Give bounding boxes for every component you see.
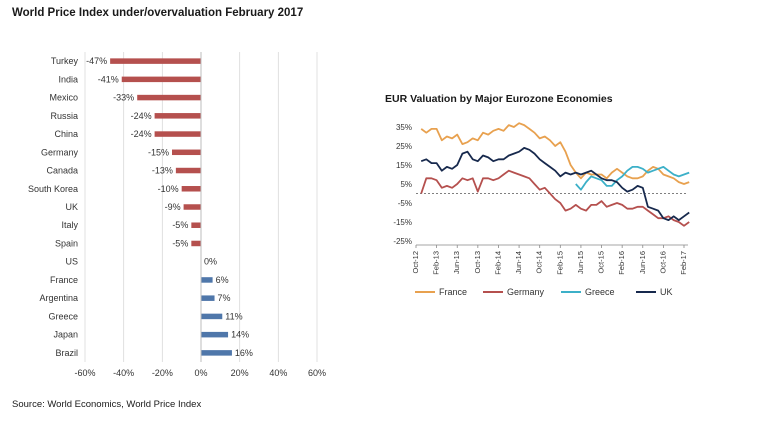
legend-label: Germany <box>507 287 545 297</box>
source-note: Source: World Economics, World Price Ind… <box>12 399 202 410</box>
bar <box>172 149 201 156</box>
data-label: -9% <box>165 202 181 212</box>
bar <box>191 240 201 247</box>
bar <box>201 331 229 338</box>
x-tick-label: Feb-13 <box>432 251 441 275</box>
x-tick-label: Oct-13 <box>473 251 482 274</box>
x-tick-label: Oct-16 <box>658 251 667 274</box>
x-tick-label: Feb-15 <box>555 251 564 275</box>
x-tick-label: -40% <box>113 368 134 378</box>
category-label: India <box>58 74 78 84</box>
x-tick-label: Jun-15 <box>576 251 585 274</box>
data-label: -5% <box>172 238 188 248</box>
bar <box>110 58 201 64</box>
x-tick-label: Jun-16 <box>638 251 647 274</box>
x-tick-label: -20% <box>152 368 173 378</box>
data-label: -10% <box>158 184 179 194</box>
category-label: Russia <box>50 111 78 121</box>
data-label: 14% <box>231 330 249 340</box>
x-tick-label: 0% <box>194 368 207 378</box>
category-label: UK <box>65 202 78 212</box>
chart-title: World Price Index under/overvaluation Fe… <box>12 7 304 19</box>
bar <box>201 350 232 356</box>
bar <box>121 76 201 83</box>
bar <box>201 295 215 301</box>
category-label: Greece <box>48 311 78 321</box>
category-label: South Korea <box>28 184 78 194</box>
x-tick-label: Oct-15 <box>597 251 606 274</box>
x-tick-label: Jun-14 <box>514 251 523 274</box>
data-label: 16% <box>235 348 253 358</box>
category-label: Italy <box>61 220 78 230</box>
bar <box>191 222 201 228</box>
series-line-germany <box>420 169 690 227</box>
bar <box>183 204 201 210</box>
data-label: -33% <box>113 93 134 103</box>
category-label: US <box>65 257 78 267</box>
category-label: China <box>54 129 78 139</box>
category-label: Germany <box>41 147 79 157</box>
y-tick-label: -25% <box>393 237 412 246</box>
category-label: Spain <box>55 238 78 248</box>
x-tick-label: Oct-14 <box>535 251 544 274</box>
category-label: Japan <box>53 330 78 340</box>
category-label: Mexico <box>49 93 78 103</box>
bar-chart: -60% -40% -20% 0% 20% 40% 60% Turkey -47% India -4… <box>28 52 326 378</box>
x-tick-label: Jun-13 <box>452 251 461 274</box>
legend-label: France <box>439 287 467 297</box>
bar <box>181 186 201 192</box>
bar <box>137 94 201 101</box>
series-line-greece <box>575 166 690 191</box>
bar <box>175 167 201 174</box>
y-tick-label: -15% <box>393 218 412 227</box>
line-chart-title: EUR Valuation by Major Eurozone Economie… <box>385 93 613 105</box>
y-tick-label: 35% <box>396 123 412 132</box>
legend-label: UK <box>660 287 673 297</box>
data-label: -5% <box>172 220 188 230</box>
data-label: 11% <box>225 311 242 321</box>
y-tick-label: 15% <box>396 161 412 170</box>
data-label: -47% <box>86 56 107 66</box>
category-label: France <box>50 275 78 285</box>
data-label: 0% <box>204 257 217 267</box>
x-tick-label: 40% <box>269 368 287 378</box>
x-tick-label: Feb-14 <box>493 251 502 275</box>
x-tick-label: Feb-16 <box>617 251 626 275</box>
x-tick-label: Oct-12 <box>411 251 420 274</box>
data-label: 6% <box>216 275 229 285</box>
data-label: -41% <box>98 74 119 84</box>
line-chart: EUR Valuation by Major Eurozone Economie… <box>385 93 690 297</box>
category-label: Turkey <box>51 56 79 66</box>
data-label: -13% <box>152 166 173 176</box>
category-label: Canada <box>46 166 78 176</box>
x-tick-label: -60% <box>74 368 95 378</box>
category-label: Argentina <box>39 293 78 303</box>
bar <box>154 113 201 119</box>
bar <box>154 131 201 137</box>
y-tick-label: 25% <box>396 142 412 151</box>
data-label: -24% <box>131 111 152 121</box>
x-tick-label: Feb-17 <box>679 251 688 275</box>
y-tick-label: 5% <box>400 180 412 189</box>
data-label: -24% <box>131 129 152 139</box>
series-line-uk <box>420 147 690 222</box>
x-tick-label: 60% <box>308 368 326 378</box>
data-label: 7% <box>218 293 231 303</box>
category-label: Brazil <box>55 348 78 358</box>
legend-label: Greece <box>585 287 615 297</box>
data-label: -15% <box>148 147 169 157</box>
y-tick-label: -5% <box>398 199 412 208</box>
bar <box>201 277 213 283</box>
bar <box>201 313 223 320</box>
series-line-france <box>420 122 690 185</box>
x-tick-label: 20% <box>231 368 249 378</box>
